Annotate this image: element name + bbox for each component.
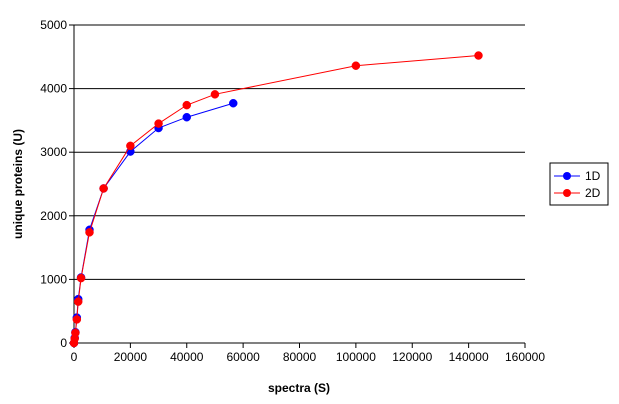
x-tick-label-5: 100000 [336,350,376,364]
legend-label-1D: 1D [585,169,601,183]
series-2D [69,51,483,348]
x-axis-ticks: 0 20000 40000 60000 80000 100000 120000 140000 1… [71,343,545,364]
x-tick-label-6: 120000 [392,350,432,364]
legend-box [549,162,609,206]
x-axis-title: spectra (S) [268,381,330,395]
x-tick-label-0: 0 [71,350,78,364]
y-tick-label-5: 5000 [40,18,67,32]
legend-label-2D: 2D [585,186,601,200]
plot-area [74,25,525,343]
y-tick-label-0: 0 [60,336,67,350]
data-point-2D-6 [85,228,94,237]
y-axis-title: unique proteins (U) [11,129,25,239]
y-tick-label-4: 4000 [40,82,67,96]
data-point-2D-7 [99,184,108,193]
data-point-1D-11 [229,98,238,108]
legend-marker-2D [563,189,571,197]
data-point-2D-12 [351,61,361,70]
data-point-2D-5 [76,273,86,283]
x-tick-label-7: 140000 [449,350,489,364]
data-point-2D-9 [154,119,163,128]
x-tick-label-3: 60000 [226,350,260,364]
grid-lines [74,24,525,280]
data-point-2D-8 [126,141,135,151]
x-tick-label-4: 80000 [283,350,317,364]
y-tick-label-1: 1000 [40,272,67,286]
x-tick-label-2: 40000 [170,350,204,364]
data-point-2D-13 [474,51,483,60]
series-layer [69,51,483,348]
data-point-2D-4 [73,297,83,306]
y-tick-label-3: 3000 [40,145,67,159]
x-tick-label-1: 20000 [114,350,148,364]
x-tick-label-8: 160000 [505,350,545,364]
data-point-1D-10 [182,112,191,122]
data-point-2D-2 [71,328,80,338]
y-tick-label-2: 2000 [40,209,67,223]
legend-marker-1D [563,172,571,180]
data-point-2D-3 [72,315,82,324]
data-point-2D-11 [210,90,220,99]
y-axis-ticks: 0 1000 2000 3000 4000 5000 [40,18,74,350]
data-point-2D-10 [182,100,191,110]
